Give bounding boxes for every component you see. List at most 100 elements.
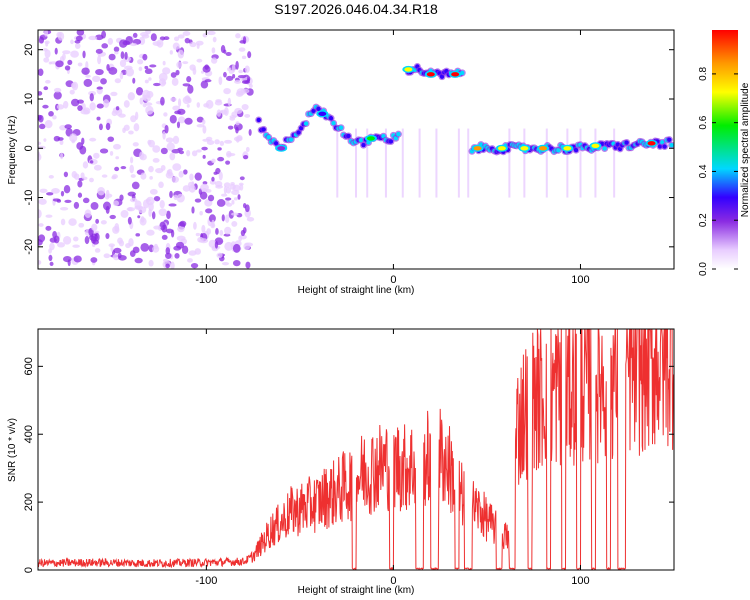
noise-blob [201, 146, 208, 151]
noise-blob [223, 49, 227, 54]
noise-blob [115, 106, 120, 111]
noise-blob [108, 53, 116, 61]
noise-blob [187, 181, 195, 189]
noise-blob [238, 69, 244, 74]
noise-blob [107, 37, 114, 45]
noise-blob [179, 220, 187, 227]
noise-blob [197, 236, 204, 243]
noise-blob [48, 248, 52, 254]
hot-spot-core [591, 143, 600, 149]
noise-blob [84, 209, 92, 219]
snr-y-tick-label: 200 [23, 493, 35, 511]
noise-blob [142, 53, 148, 61]
noise-blob [108, 66, 118, 75]
noise-blob [229, 183, 236, 190]
noise-blob [99, 148, 109, 154]
noise-blob [205, 136, 213, 141]
noise-blob [80, 109, 90, 115]
noise-blob [223, 185, 227, 195]
colorbar [712, 30, 738, 269]
noise-blob [48, 111, 54, 117]
noise-blob [216, 252, 223, 259]
noise-blob [175, 241, 185, 249]
noise-blob [235, 126, 239, 134]
noise-blob [60, 190, 65, 197]
snr-x-tick-label: 0 [390, 575, 396, 587]
snr-line-plot [38, 329, 674, 570]
noise-blob [132, 32, 138, 38]
noise-blob [114, 166, 120, 172]
noise-blob [196, 123, 205, 128]
snr-x-axis-label: Height of straight line (km) [298, 585, 415, 596]
noise-blob [81, 67, 90, 75]
noise-blob [178, 170, 184, 178]
noise-blob [202, 119, 206, 125]
noise-blob [93, 152, 100, 159]
noise-blob [45, 214, 53, 218]
signal-cell [266, 135, 271, 140]
noise-blob [62, 50, 71, 55]
hot-spot-core [473, 146, 482, 151]
chart-title: S197.2026.046.04.34.R18 [274, 1, 438, 17]
noise-blob [199, 210, 203, 216]
noise-blob [96, 103, 104, 109]
noise-blob [225, 160, 231, 165]
noise-blob [53, 87, 62, 93]
noise-blob [171, 176, 179, 183]
noise-blob [139, 97, 144, 105]
noise-blob [118, 255, 127, 261]
noise-blob [172, 42, 180, 50]
noise-blob [39, 188, 48, 193]
noise-blob [38, 153, 42, 162]
noise-blob [97, 186, 106, 196]
noise-blob [118, 113, 126, 118]
noise-blob [109, 150, 114, 156]
noise-blob [187, 84, 194, 94]
hot-spot-core [563, 146, 572, 151]
noise-blob [38, 234, 46, 243]
heatmap-y-tick-label: 0 [23, 145, 35, 151]
noise-blob [169, 152, 176, 161]
noise-blob [64, 65, 71, 71]
noise-blob [119, 71, 124, 80]
noise-blob [241, 55, 247, 60]
noise-blob [231, 221, 238, 227]
noise-blob [223, 71, 227, 78]
noise-blob [118, 239, 125, 247]
noise-blob [89, 102, 96, 111]
noise-blob [184, 37, 191, 44]
noise-blob [206, 30, 216, 36]
noise-blob [205, 208, 213, 214]
noise-blob [172, 163, 182, 171]
snr-axes: -100 0 100 0 200 400 600 [23, 329, 674, 587]
noise-blob [132, 142, 139, 147]
noise-blob [127, 216, 132, 225]
noise-blob [135, 233, 141, 237]
noise-blob [156, 39, 164, 48]
noise-blob [165, 137, 174, 143]
noise-blob [200, 70, 205, 74]
noise-blob [113, 200, 120, 207]
noise-blob [149, 175, 153, 180]
noise-blob [82, 161, 89, 169]
noise-blob [59, 139, 64, 145]
noise-blob [123, 100, 130, 108]
signal-cell [602, 146, 607, 151]
noise-blob [88, 35, 98, 41]
streak [523, 128, 526, 198]
noise-blob [200, 80, 209, 89]
noise-blob [206, 228, 211, 235]
noise-blob [105, 195, 110, 200]
noise-blob [153, 195, 161, 202]
noise-blob [130, 115, 137, 123]
snr-y-tick-label: 400 [23, 425, 35, 443]
snr-y-tick-label: 600 [23, 357, 35, 375]
noise-blob [119, 39, 128, 48]
hot-spot-core [426, 72, 435, 77]
noise-blob [145, 105, 154, 115]
noise-blob [190, 262, 199, 269]
noise-blob [70, 50, 79, 58]
noise-blob [239, 40, 246, 44]
noise-blob [225, 75, 234, 81]
noise-blob [166, 142, 175, 151]
